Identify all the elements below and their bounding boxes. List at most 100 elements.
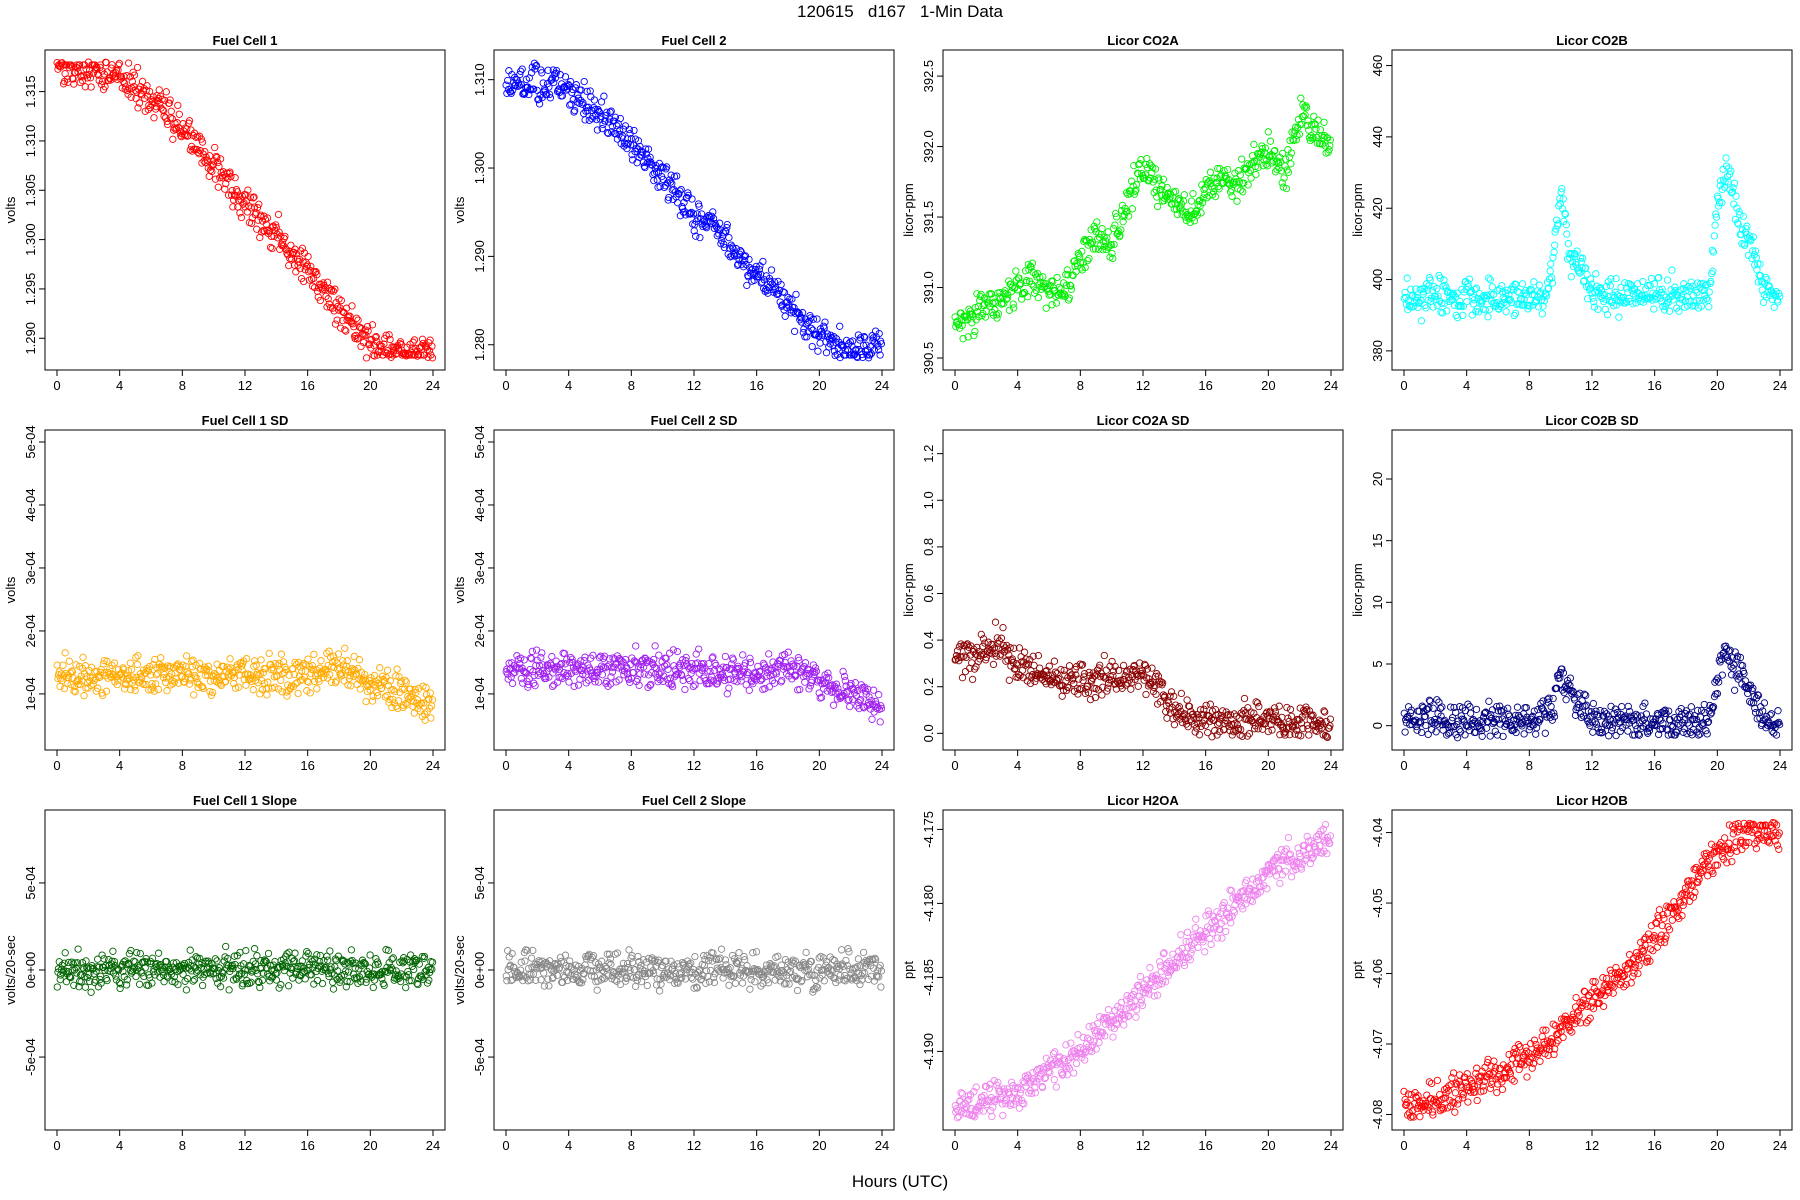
x-tick-label: 0 bbox=[951, 378, 958, 393]
data-point bbox=[229, 203, 237, 211]
data-point bbox=[1425, 282, 1433, 290]
data-point bbox=[216, 155, 225, 163]
data-point bbox=[165, 99, 173, 107]
data-point bbox=[681, 685, 689, 694]
y-tick-label: 1.290 bbox=[23, 322, 38, 355]
data-point bbox=[1283, 166, 1291, 174]
data-point bbox=[211, 143, 219, 152]
data-point bbox=[739, 651, 747, 659]
data-point bbox=[185, 117, 194, 125]
x-tick-label: 0 bbox=[502, 1138, 509, 1153]
data-point bbox=[95, 76, 103, 85]
data-point bbox=[213, 957, 221, 965]
data-point bbox=[213, 154, 221, 162]
data-point bbox=[310, 650, 318, 659]
data-point bbox=[291, 949, 299, 957]
data-point bbox=[1213, 164, 1222, 173]
x-tick-label: 4 bbox=[116, 378, 123, 393]
data-point bbox=[684, 189, 692, 197]
data-point bbox=[228, 186, 236, 195]
y-tick-label: 10 bbox=[1370, 595, 1385, 609]
x-tick-label: 24 bbox=[1773, 758, 1787, 773]
data-point bbox=[1305, 731, 1313, 739]
data-point bbox=[1505, 712, 1514, 720]
data-point bbox=[428, 354, 437, 362]
data-point bbox=[1206, 168, 1215, 176]
data-point bbox=[1048, 301, 1056, 309]
y-tick-label: 4e-04 bbox=[23, 488, 38, 521]
data-point bbox=[1240, 179, 1248, 187]
data-point bbox=[1615, 313, 1623, 321]
data-point bbox=[641, 163, 649, 172]
y-tick-label: 1.280 bbox=[472, 328, 487, 361]
data-point bbox=[1110, 240, 1118, 249]
data-point bbox=[1063, 266, 1071, 274]
x-tick-label: 4 bbox=[565, 378, 572, 393]
data-point bbox=[418, 335, 427, 343]
data-point bbox=[741, 257, 749, 265]
data-point bbox=[1109, 224, 1118, 233]
data-point bbox=[572, 81, 580, 89]
data-point bbox=[1486, 276, 1494, 284]
data-point bbox=[1429, 303, 1437, 311]
data-point bbox=[131, 86, 139, 94]
data-point bbox=[1504, 704, 1512, 712]
x-tick-label: 8 bbox=[1077, 758, 1084, 773]
data-point bbox=[552, 69, 560, 77]
data-point bbox=[133, 660, 142, 669]
data-point bbox=[852, 345, 860, 354]
data-point bbox=[576, 675, 584, 683]
data-point bbox=[1603, 311, 1612, 319]
data-point bbox=[1152, 186, 1160, 194]
data-point bbox=[1606, 282, 1615, 290]
data-point bbox=[74, 945, 82, 953]
chart-title: Fuel Cell 1 bbox=[212, 33, 277, 48]
data-point bbox=[242, 946, 250, 955]
data-point bbox=[1064, 271, 1072, 279]
data-point bbox=[1650, 305, 1658, 313]
data-point bbox=[1710, 232, 1718, 240]
data-point bbox=[1091, 245, 1100, 253]
data-point bbox=[1193, 211, 1201, 219]
data-point bbox=[992, 311, 1001, 319]
data-point bbox=[98, 951, 106, 959]
plot-frame bbox=[1391, 49, 1793, 371]
y-tick-label: 5e-04 bbox=[23, 425, 38, 458]
data-point bbox=[316, 296, 324, 305]
data-point bbox=[1155, 176, 1163, 184]
plot-frame bbox=[1391, 429, 1793, 751]
data-point bbox=[527, 954, 536, 962]
data-point bbox=[145, 87, 154, 96]
data-point bbox=[365, 340, 374, 348]
data-point bbox=[1018, 666, 1027, 674]
data-point bbox=[641, 145, 650, 153]
data-point bbox=[1320, 118, 1328, 126]
data-point bbox=[597, 112, 605, 121]
data-point bbox=[1499, 732, 1507, 741]
data-point bbox=[1085, 254, 1093, 263]
data-point bbox=[1148, 664, 1156, 672]
data-point bbox=[723, 223, 731, 232]
data-point bbox=[693, 210, 701, 218]
data-point bbox=[630, 126, 638, 135]
data-point bbox=[131, 686, 139, 695]
data-point bbox=[1166, 193, 1174, 201]
data-point bbox=[261, 215, 270, 224]
data-point bbox=[1011, 283, 1019, 291]
data-point bbox=[801, 678, 809, 686]
data-point bbox=[1271, 146, 1279, 155]
data-point bbox=[535, 100, 544, 108]
data-point bbox=[788, 295, 796, 303]
data-point bbox=[574, 681, 583, 689]
data-point bbox=[569, 96, 577, 104]
y-tick-label: 1.290 bbox=[472, 240, 487, 273]
data-point bbox=[347, 319, 356, 327]
data-point bbox=[1278, 149, 1287, 158]
data-point bbox=[1206, 700, 1214, 708]
data-point bbox=[275, 228, 283, 236]
data-point bbox=[134, 652, 142, 660]
data-point bbox=[1304, 117, 1312, 125]
data-point bbox=[666, 178, 675, 186]
data-point bbox=[362, 354, 371, 362]
x-tick-label: 12 bbox=[238, 378, 252, 393]
